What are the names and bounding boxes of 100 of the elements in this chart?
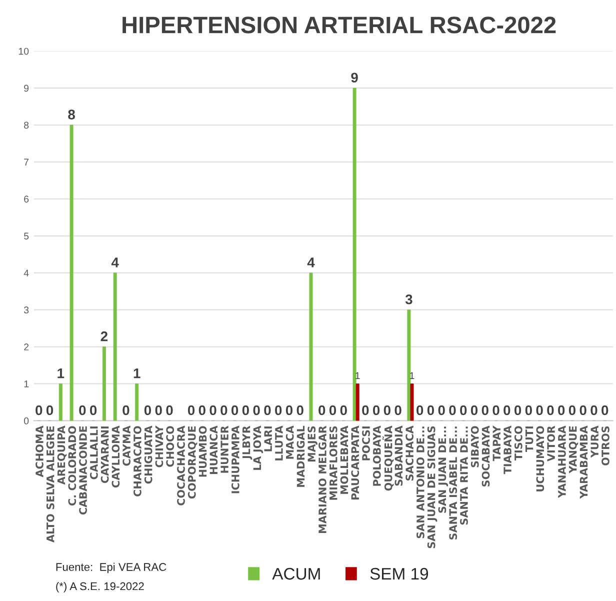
data-label: 0 bbox=[198, 405, 206, 416]
data-label: 0 bbox=[231, 405, 238, 416]
legend-label: SEM 19 bbox=[370, 568, 428, 580]
source-note: Fuente: Epi VEA RAC bbox=[56, 562, 166, 574]
data-label: 0 bbox=[372, 405, 380, 416]
data-label: 0 bbox=[536, 405, 543, 416]
data-label: 0 bbox=[155, 405, 162, 416]
x-tick-label: MACA bbox=[286, 426, 294, 459]
x-tick-label: CHIGUATA bbox=[144, 426, 152, 484]
x-tick-label: JLBYR bbox=[242, 426, 252, 460]
data-label: 4 bbox=[111, 258, 119, 268]
x-tick-label: MOLLEBAYA bbox=[340, 426, 348, 494]
x-tick-label: MIRAFLORES bbox=[329, 426, 338, 500]
data-label: 0 bbox=[482, 405, 488, 416]
x-tick-label: CAYLLOMA bbox=[112, 426, 120, 488]
x-tick-label: COCACHACRA bbox=[177, 426, 185, 506]
x-tick-label: YANQUE bbox=[568, 426, 578, 474]
x-tick-label: ALTO SELVA ALEGRE bbox=[46, 426, 54, 542]
data-label: 0 bbox=[275, 405, 282, 416]
data-label: 0 bbox=[318, 405, 326, 416]
x-tick-label: UCHUMAYO bbox=[536, 426, 544, 492]
x-tick-label: POLOBAYA bbox=[372, 426, 381, 486]
data-label: 8 bbox=[68, 110, 75, 120]
x-tick-label: VITOR bbox=[547, 426, 555, 462]
x-tick-label: CABANACONDE bbox=[79, 426, 87, 515]
data-label: 0 bbox=[514, 405, 522, 416]
x-tick-label: TIABAYA bbox=[504, 426, 512, 474]
data-label: 0 bbox=[220, 405, 228, 416]
x-tick-label: C. COLORADO bbox=[68, 426, 76, 506]
data-label: 0 bbox=[79, 405, 86, 416]
x-tick-label: LLUTA bbox=[275, 426, 283, 460]
x-tick-label: TAPAY bbox=[492, 425, 500, 462]
data-label: 0 bbox=[296, 405, 304, 416]
text: (*) A S.E. 19-2022 bbox=[56, 582, 144, 592]
x-tick-label: POCSI bbox=[362, 426, 370, 460]
data-label: 0 bbox=[46, 405, 54, 416]
data-label: 0 bbox=[286, 405, 293, 416]
x-tick-label: OTROS bbox=[602, 426, 610, 466]
data-label: 9 bbox=[351, 72, 358, 83]
x-tick-label: SAN JUAN DE SIGUAS bbox=[427, 426, 438, 548]
data-label: 0 bbox=[460, 405, 467, 416]
data-label: 2 bbox=[100, 331, 108, 342]
x-tick-label: SANTA ISABEL DE... bbox=[449, 426, 458, 540]
legend-label: ACUM bbox=[272, 568, 320, 580]
x-tick-label: SIBAYO bbox=[470, 426, 479, 468]
x-tick-label: YANAHUARA bbox=[558, 426, 566, 498]
y-tick-label: 8 bbox=[24, 122, 29, 129]
data-label: 0 bbox=[427, 405, 434, 416]
x-tick-label: CHOCO bbox=[166, 426, 174, 467]
data-label: 0 bbox=[580, 405, 586, 416]
y-tick-label: 2 bbox=[24, 344, 29, 350]
data-label: 3 bbox=[405, 294, 412, 304]
data-label: 0 bbox=[264, 405, 271, 416]
x-tick-label: CHARACATO bbox=[134, 426, 142, 496]
data-label: 0 bbox=[144, 405, 152, 416]
x-tick-label: HUNTER bbox=[220, 426, 228, 473]
x-tick-label: HUANCA bbox=[210, 426, 218, 474]
x-tick-label: MADRIGAL bbox=[296, 426, 305, 487]
data-label: 0 bbox=[547, 405, 554, 416]
x-tick-label: ACHOMA bbox=[36, 426, 44, 478]
x-tick-label: SACHACA bbox=[406, 426, 414, 481]
data-label: 0 bbox=[242, 405, 249, 416]
x-tick-label: SAN JUAN DE... bbox=[438, 426, 448, 513]
x-tick-label: CHIVAY bbox=[155, 425, 164, 468]
x-tick-label: YURA bbox=[590, 426, 599, 458]
y-tick-label: 6 bbox=[24, 196, 29, 203]
data-label: 0 bbox=[90, 405, 97, 416]
data-label: 0 bbox=[492, 405, 500, 416]
data-label: 0 bbox=[568, 405, 576, 416]
x-tick-label: TISCO bbox=[514, 426, 522, 460]
x-tick-label: SAN ANTONIO DE... bbox=[416, 426, 424, 538]
x-tick-label: LA JOYA bbox=[253, 426, 264, 470]
x-tick-label: HUAMBO bbox=[198, 426, 207, 477]
data-label: 0 bbox=[166, 405, 173, 416]
data-label: 0 bbox=[394, 405, 402, 416]
x-tick-label: CAYARANI bbox=[100, 426, 109, 484]
x-tick-label: TUTI bbox=[525, 426, 534, 452]
data-label: 0 bbox=[558, 405, 565, 416]
data-label: 0 bbox=[449, 405, 456, 416]
x-tick-label: MAJES bbox=[308, 426, 318, 462]
y-tick-label: 10 bbox=[18, 48, 29, 55]
data-label: 0 bbox=[416, 405, 424, 416]
data-label: 0 bbox=[470, 405, 478, 416]
data-label: 0 bbox=[253, 405, 260, 416]
y-tick-label: 3 bbox=[24, 306, 29, 314]
data-label: 0 bbox=[210, 405, 216, 416]
data-label: 0 bbox=[36, 405, 42, 416]
x-tick-label: COPORAQUE bbox=[188, 426, 198, 499]
data-label: 1 bbox=[134, 368, 140, 378]
y-tick-label: 0 bbox=[24, 417, 29, 424]
x-tick-label: PAUCARPATA bbox=[351, 426, 360, 500]
data-label: 0 bbox=[384, 405, 390, 416]
y-tick-label: 1 bbox=[24, 380, 29, 388]
data-label: 0 bbox=[525, 405, 532, 416]
x-tick-label: QUEQUEÑA bbox=[382, 426, 394, 491]
y-tick-label: 5 bbox=[24, 232, 29, 240]
chart-title: HIPERTENSION ARTERIAL RSAC-2022 bbox=[122, 16, 556, 34]
data-label: 0 bbox=[329, 405, 336, 416]
data-label: 0 bbox=[362, 405, 369, 416]
data-label: 1 bbox=[58, 368, 64, 378]
